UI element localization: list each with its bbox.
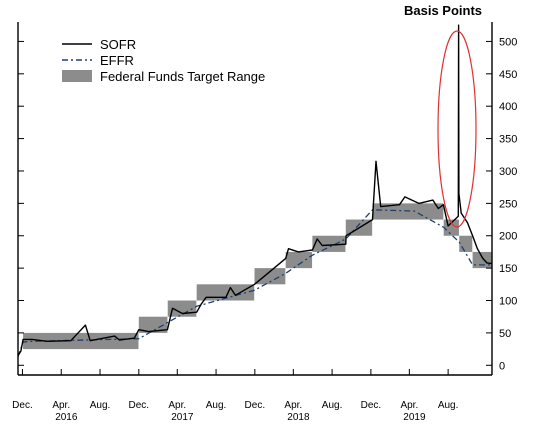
x-tick-label-month: Dec. [245,400,266,411]
y-tick-label: 400 [499,101,517,113]
legend-swatch-target-range [62,70,92,82]
x-tick-label-month: Apr. [400,400,418,411]
spike-highlight-ellipse [437,30,477,228]
annotations [437,30,477,228]
band-segment-5 [285,251,313,269]
y-tick-label: 0 [499,360,505,372]
x-tick-label-month: Aug. [322,400,343,411]
legend-label-sofr: SOFR [100,37,136,52]
y-tick-label: 150 [499,263,517,275]
series-lines [17,24,493,358]
y-tick-label: 200 [499,231,517,243]
x-tick-label-month: Dec. [129,400,150,411]
x-tick-label-month: Aug. [438,400,459,411]
band-segment-3 [196,284,255,301]
unit-label: Basis Points [404,3,482,18]
band-segment-4 [254,268,286,285]
band-segment-11 [472,251,492,269]
band-segment-10 [459,235,473,252]
x-tick-label-year: 2017 [171,412,194,423]
y-tick-label: 50 [499,328,511,340]
x-tick-label-month: Apr. [168,400,186,411]
axes: 0 50 100 150 200 250 300 350 400 450 500 Dec. Apr. Au… [12,22,517,423]
x-tick-label-month: Dec. [12,400,33,411]
target-range-bands [23,203,492,350]
x-tick-label-year: 2018 [287,412,310,423]
x-tick-label-year: 2016 [55,412,78,423]
x-tick-label-year: 2019 [403,412,426,423]
y-tick-label: 250 [499,198,517,210]
x-tick-label-month: Dec. [361,400,382,411]
legend-label-effr: EFFR [100,53,134,68]
x-tick-label-month: Aug. [90,400,111,411]
band-segment-6 [312,235,346,252]
x-tick-label-month: Aug. [206,400,227,411]
series-line-sofr [17,24,493,356]
y-tick-label: 350 [499,134,517,146]
y-tick-label: 100 [499,296,517,308]
legend-label-target-range: Federal Funds Target Range [100,69,265,84]
band-segment-1 [138,316,168,333]
y-tick-label: 300 [499,166,517,178]
y-tick-label: 500 [499,36,517,48]
series-line-effr [17,209,492,358]
x-tick-label-month: Apr. [52,400,70,411]
y-tick-label: 450 [499,69,517,81]
x-tick-label-month: Apr. [284,400,302,411]
